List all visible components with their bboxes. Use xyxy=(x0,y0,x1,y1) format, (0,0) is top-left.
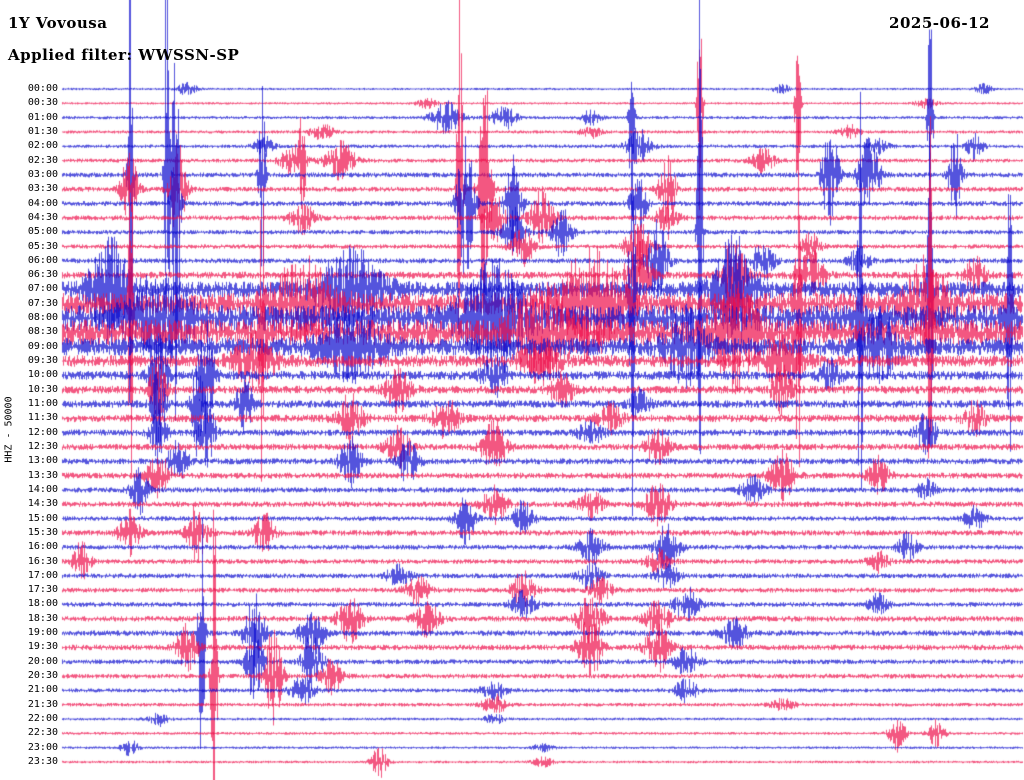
time-label: 15:30 xyxy=(27,526,58,538)
time-label: 11:00 xyxy=(27,398,58,410)
time-label: 06:00 xyxy=(27,254,58,266)
time-label: 12:00 xyxy=(27,426,58,438)
time-label: 01:30 xyxy=(27,125,58,137)
time-label: 18:00 xyxy=(27,598,58,610)
time-label: 19:00 xyxy=(27,627,58,639)
time-label: 08:00 xyxy=(27,312,58,324)
time-label: 20:30 xyxy=(27,670,58,682)
time-label: 14:00 xyxy=(27,483,58,495)
time-label: 17:30 xyxy=(27,584,58,596)
time-label: 06:30 xyxy=(27,269,58,281)
time-label: 16:30 xyxy=(27,555,58,567)
time-label: 05:00 xyxy=(27,226,58,238)
time-label: 00:30 xyxy=(27,97,58,109)
time-label: 08:30 xyxy=(27,326,58,338)
time-label: 04:00 xyxy=(27,197,58,209)
time-label: 01:00 xyxy=(27,111,58,123)
time-label: 09:30 xyxy=(27,355,58,367)
time-label: 02:00 xyxy=(27,140,58,152)
time-labels: 00:00 00:30 01:00 01:30 02:00 02:30 03:00 03:30… xyxy=(0,0,58,780)
time-label: 22:00 xyxy=(27,713,58,725)
time-label: 07:30 xyxy=(27,297,58,309)
time-label: 10:30 xyxy=(27,383,58,395)
filter-label: Applied filter: WWSSN-SP xyxy=(8,46,240,64)
time-label: 13:30 xyxy=(27,469,58,481)
time-label: 20:00 xyxy=(27,655,58,667)
time-label: 07:00 xyxy=(27,283,58,295)
time-label: 09:00 xyxy=(27,340,58,352)
time-label: 02:30 xyxy=(27,154,58,166)
time-label: 10:00 xyxy=(27,369,58,381)
time-label: 13:00 xyxy=(27,455,58,467)
time-label: 05:30 xyxy=(27,240,58,252)
time-label: 14:30 xyxy=(27,498,58,510)
time-label: 23:30 xyxy=(27,756,58,767)
time-label: 16:00 xyxy=(27,541,58,553)
time-label: 12:30 xyxy=(27,440,58,452)
station-title: 1Y Vovousa xyxy=(8,14,108,32)
time-label: 03:00 xyxy=(27,168,58,180)
time-label: 21:00 xyxy=(27,684,58,696)
time-label: 21:30 xyxy=(27,698,58,710)
time-label: 00:00 xyxy=(27,83,58,94)
time-label: 04:30 xyxy=(27,211,58,223)
date-label: 2025-06-12 xyxy=(889,14,990,32)
time-label: 18:30 xyxy=(27,612,58,624)
time-label: 11:30 xyxy=(27,412,58,424)
time-label: 19:30 xyxy=(27,641,58,653)
time-label: 23:00 xyxy=(27,741,58,753)
time-label: 03:30 xyxy=(27,183,58,195)
time-label: 17:00 xyxy=(27,569,58,581)
time-label: 15:00 xyxy=(27,512,58,524)
time-label: 22:30 xyxy=(27,727,58,739)
